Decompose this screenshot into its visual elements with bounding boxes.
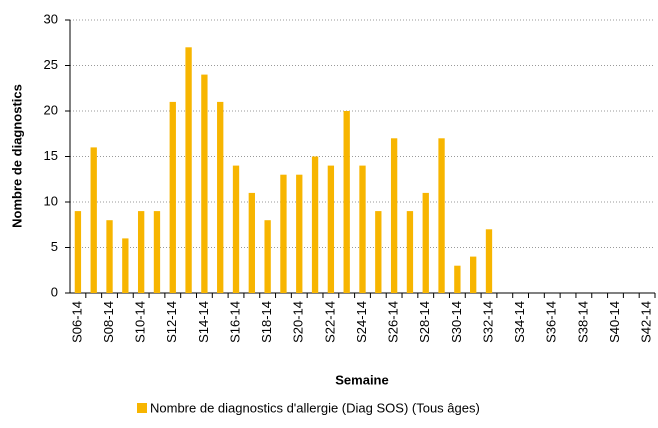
bar bbox=[122, 238, 129, 293]
legend-label: Nombre de diagnostics d'allergie (Diag S… bbox=[150, 400, 480, 415]
y-tick-label: 15 bbox=[44, 148, 58, 163]
bar bbox=[311, 156, 319, 293]
bar bbox=[74, 211, 82, 293]
y-tick-label: 20 bbox=[44, 102, 58, 117]
bar bbox=[232, 165, 240, 293]
bar bbox=[296, 174, 303, 293]
x-tick-label: S22-14 bbox=[322, 301, 337, 343]
bar bbox=[438, 138, 445, 293]
y-tick-label: 5 bbox=[51, 239, 58, 254]
bar bbox=[217, 101, 224, 294]
x-tick-label: S38-14 bbox=[575, 301, 590, 343]
bar bbox=[153, 211, 161, 293]
bar bbox=[327, 165, 335, 293]
bar bbox=[201, 74, 208, 293]
x-tick-label: S10-14 bbox=[133, 301, 148, 343]
bar bbox=[375, 211, 382, 293]
x-tick-label: S12-14 bbox=[164, 301, 179, 343]
x-tick-label: S40-14 bbox=[607, 301, 622, 343]
bar bbox=[280, 174, 287, 293]
y-tick-label: 0 bbox=[51, 284, 58, 299]
x-tick-label: S20-14 bbox=[291, 301, 306, 343]
x-tick-label: S08-14 bbox=[101, 301, 116, 343]
x-tick-label: S42-14 bbox=[639, 301, 654, 343]
x-tick-label: S30-14 bbox=[449, 301, 464, 343]
x-tick-label: S36-14 bbox=[544, 301, 559, 343]
bar bbox=[169, 101, 176, 294]
bar bbox=[106, 220, 113, 293]
bar bbox=[264, 220, 271, 293]
bar bbox=[422, 192, 429, 293]
bar bbox=[137, 211, 145, 293]
y-tick-label: 30 bbox=[44, 11, 58, 26]
bar bbox=[406, 211, 414, 293]
x-tick-label: S14-14 bbox=[196, 301, 211, 343]
y-tick-label: 25 bbox=[44, 57, 58, 72]
x-tick-label: S32-14 bbox=[480, 301, 495, 343]
y-tick-label: 10 bbox=[44, 193, 58, 208]
bar bbox=[359, 165, 366, 293]
bar bbox=[485, 229, 493, 293]
x-tick-label: S28-14 bbox=[417, 301, 432, 343]
bar bbox=[454, 265, 461, 293]
legend-swatch bbox=[137, 403, 147, 413]
x-tick-label: S18-14 bbox=[259, 301, 274, 343]
bar bbox=[90, 147, 97, 293]
x-tick-label: S06-14 bbox=[69, 301, 84, 343]
x-axis-title: Semaine bbox=[335, 372, 388, 387]
bar bbox=[343, 111, 350, 293]
x-tick-label: S26-14 bbox=[386, 301, 401, 343]
x-tick-label: S24-14 bbox=[354, 301, 369, 343]
bar bbox=[390, 138, 398, 293]
x-tick-label: S34-14 bbox=[512, 301, 527, 343]
bar bbox=[185, 47, 192, 293]
bar bbox=[248, 192, 255, 293]
bar bbox=[470, 256, 477, 293]
y-axis-title: Nombre de diagnostics bbox=[9, 84, 24, 228]
x-tick-label: S16-14 bbox=[227, 301, 242, 343]
